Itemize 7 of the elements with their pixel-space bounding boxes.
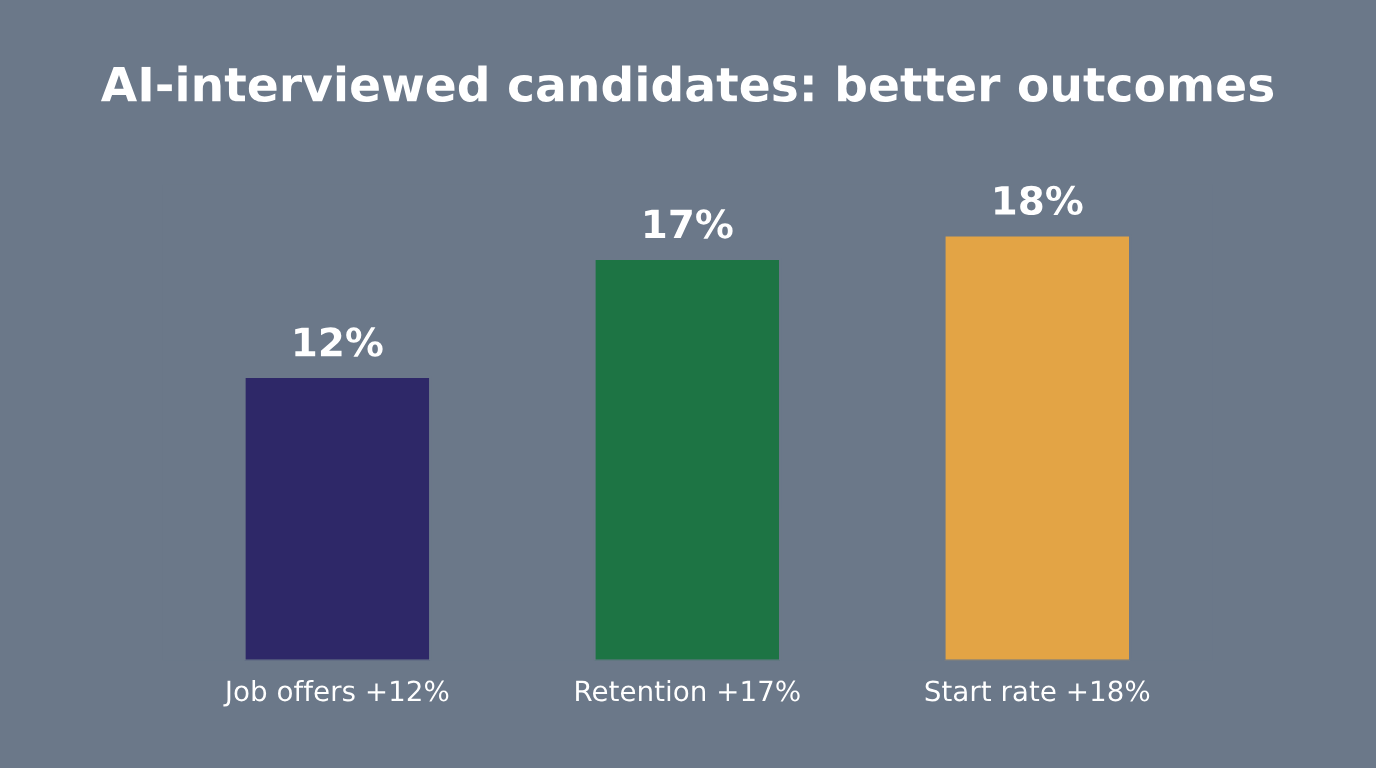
data-label: 12% <box>295 327 383 357</box>
data-label: 18% <box>995 185 1083 216</box>
x-tick-label: Retention +17% <box>576 679 800 702</box>
chart-title: AI-interviewed candidates: better outcomes <box>100 65 1274 103</box>
x-tick-label: Job offers +12% <box>223 679 449 707</box>
data-label: 17% <box>645 209 733 239</box>
x-tick-label: Start rate +18% <box>925 680 1150 702</box>
